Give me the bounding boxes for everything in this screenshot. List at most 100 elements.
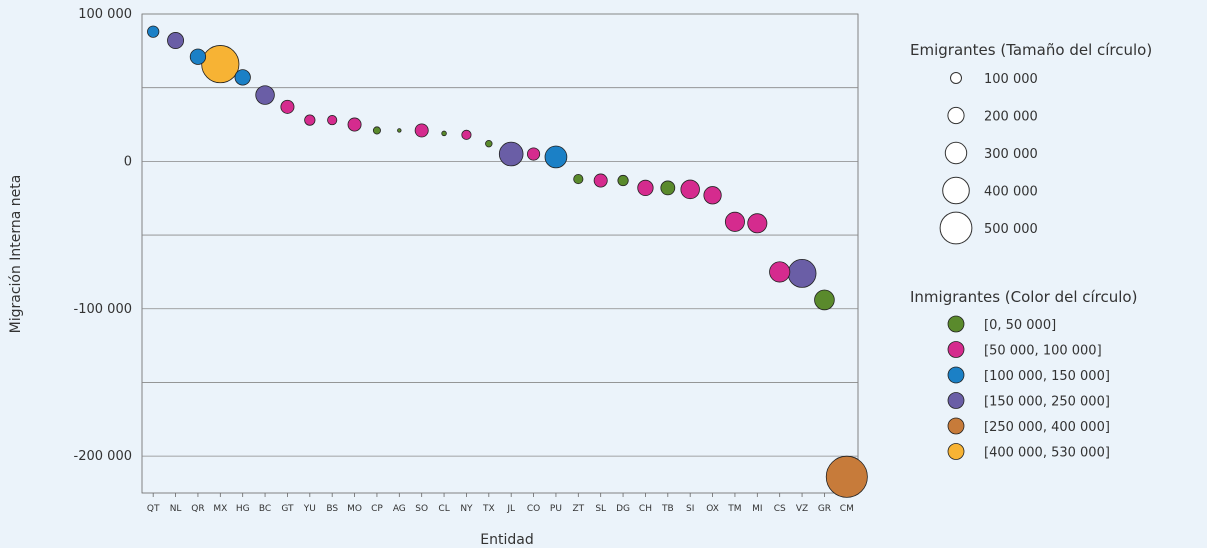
x-tick-label: PU [550,504,562,514]
bubble-vz [787,259,817,288]
x-tick-label: TM [727,504,741,514]
bubble-cm [825,455,868,498]
y-tick-label: -100 000 [74,302,132,317]
bubble-ny [461,129,472,140]
color-legend-swatch [947,443,965,460]
x-tick-label: CL [438,504,449,514]
bubble-zt [573,174,584,185]
x-tick-label: AG [393,504,406,514]
data-points [147,25,868,498]
x-tick-label: YU [303,504,316,514]
y-axis-title: Migración Interna neta [8,175,24,334]
bubble-yu [304,114,316,126]
x-tick-label: NY [460,504,473,514]
bubble-co [526,147,541,161]
bubble-gr [814,289,835,311]
bubble-bs [327,115,338,126]
bubble-qr [189,48,207,65]
color-legend: [0, 50 000] [50 000, 100 000] [100 000, 15… [947,315,1110,461]
x-tick-label: SI [686,504,694,514]
size-legend-label: 200 000 [984,110,1038,125]
bubble-qt [147,25,160,38]
x-tick-label: VZ [796,504,808,514]
bubble-gt [280,99,295,114]
size-legend-circle [942,176,970,205]
size-legend: 100 000 200 000 300 000 400 000 500 000 [939,72,1038,245]
bubble-ox [703,186,722,205]
bubble-cp [372,126,381,135]
x-tick-label: TB [661,504,674,514]
bubble-tx [485,140,493,148]
size-legend-title: Emigrantes (Tamaño del círculo) [910,41,1152,59]
x-tick-label: BS [326,504,338,514]
x-tick-label: QT [147,504,160,514]
x-tick-label: GR [818,504,831,514]
bubble-mo [347,117,362,132]
size-legend-label: 500 000 [984,222,1038,237]
y-axis-ticks: 100 000 0 -100 000 -200 000 [74,7,132,464]
bubble-mi [747,213,768,234]
color-legend-label: [150 000, 250 000] [984,395,1110,410]
color-legend-swatch [947,341,965,358]
x-tick-label: TX [482,504,495,514]
bubble-sl [593,173,608,188]
color-legend-label: [400 000, 530 000] [984,446,1110,461]
bubble-cs [769,261,791,283]
x-tick-label: MO [347,504,362,514]
bubble-tb [660,180,676,196]
x-tick-label: NL [170,504,182,514]
x-tick-label: CS [774,504,786,514]
x-tick-label: MX [213,504,227,514]
color-legend-swatch [947,366,965,384]
x-tick-label: CO [527,504,540,514]
size-legend-circle [950,72,962,84]
bubble-dg [617,174,629,187]
x-tick-label: OX [706,504,719,514]
bubble-mx [201,45,240,84]
x-tick-label: ZT [572,504,584,514]
x-tick-label: MI [752,504,762,514]
x-tick-label: QR [191,504,204,514]
bubble-so [414,123,429,138]
size-legend-circle [944,141,968,165]
x-tick-label: BC [259,504,271,514]
x-tick-label: CH [639,504,652,514]
color-legend-label: [50 000, 100 000] [984,344,1102,359]
size-legend-label: 400 000 [984,185,1038,200]
color-legend-title: Inmigrantes (Color del círculo) [910,288,1137,306]
size-legend-label: 100 000 [984,72,1038,87]
bubble-hg [234,69,251,86]
x-tick-label: GT [281,504,294,514]
bubble-ag [397,128,402,133]
x-tick-label: CP [371,504,383,514]
bubble-jl [498,141,524,167]
bubble-si [680,179,700,200]
bubble-pu [544,145,568,169]
x-tick-label: DG [616,504,630,514]
x-tick-label: JL [506,504,515,514]
color-legend-swatch [947,392,965,409]
color-legend-label: [250 000, 400 000] [984,420,1110,435]
x-axis-ticks: QT NL QR MX HG BC GT YU BS MO CP AG SO CL NY TX JL CO PU ZT… [147,493,854,514]
x-tick-label: SO [415,504,428,514]
x-tick-label: HG [236,504,250,514]
size-legend-circle [939,211,973,245]
bubble-nl [167,32,185,50]
color-legend-swatch [947,315,965,333]
x-tick-label: SL [595,504,606,514]
bubble-tm [724,211,745,232]
y-tick-label: -200 000 [74,449,132,464]
plot-area [141,13,859,494]
size-legend-label: 300 000 [984,147,1038,162]
bubble-ch [637,179,654,197]
bubble-bc [255,85,275,105]
size-legend-circle [947,106,965,125]
x-tick-label: CM [840,504,854,514]
color-legend-label: [100 000, 150 000] [984,369,1110,384]
x-axis-title: Entidad [480,532,533,548]
color-legend-swatch [947,417,965,435]
color-legend-label: [0, 50 000] [984,318,1056,333]
bubble-cl [441,130,447,137]
y-tick-label: 0 [124,154,132,169]
